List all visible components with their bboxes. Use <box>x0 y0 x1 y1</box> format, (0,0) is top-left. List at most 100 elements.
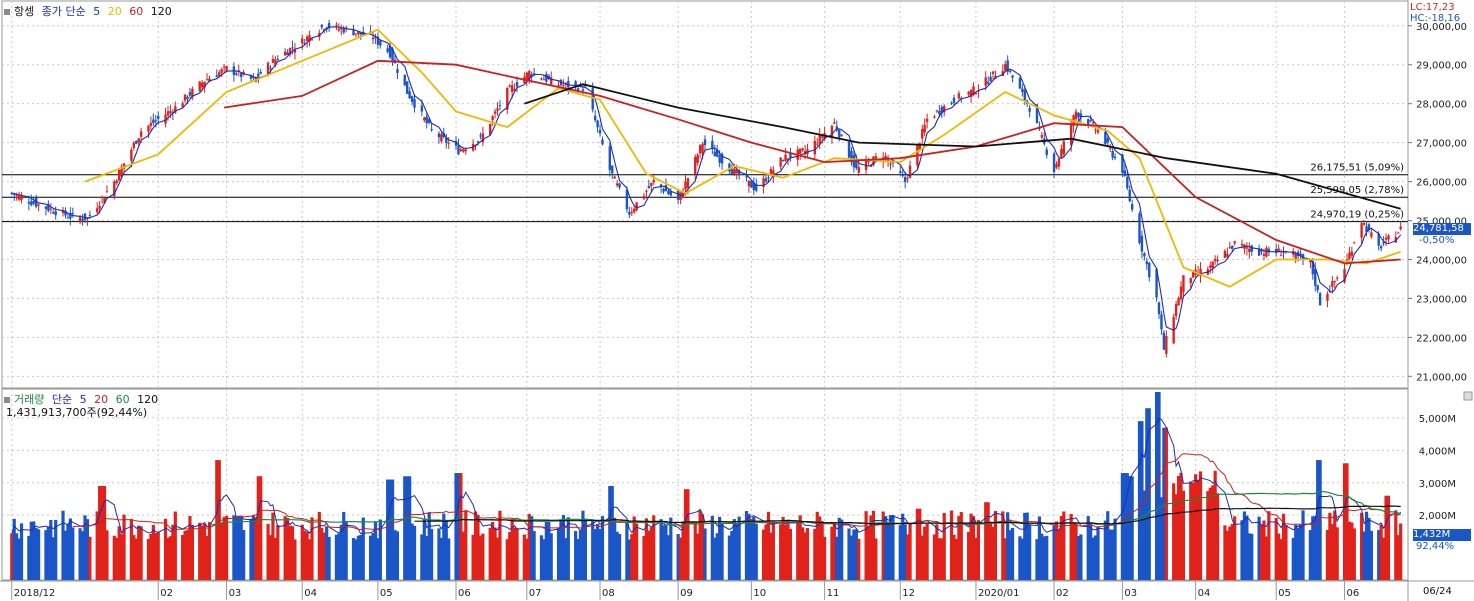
candle-body <box>183 94 187 101</box>
volume-bar <box>525 538 529 580</box>
volume-bar <box>1001 511 1005 580</box>
candle-body <box>188 92 192 96</box>
volume-bar <box>984 502 988 580</box>
candle-body <box>132 142 136 148</box>
volume-bar <box>154 533 158 580</box>
volume-bar <box>1028 524 1032 580</box>
x-tick-label: 07 <box>529 588 542 599</box>
volume-bar <box>339 524 343 580</box>
volume-bar <box>1301 510 1305 580</box>
volume-bar <box>1057 529 1061 580</box>
volume-bar <box>1196 479 1200 580</box>
candle-body <box>1052 153 1056 172</box>
volume-bar <box>1206 491 1210 580</box>
volume-bar <box>595 523 600 580</box>
volume-bar <box>442 513 446 580</box>
price-ma120-label: 120 <box>150 5 172 18</box>
volume-bar <box>95 511 99 580</box>
volume-ma120-line <box>414 505 1401 525</box>
candle-body <box>491 116 494 121</box>
candle-body <box>408 91 411 99</box>
candle-body <box>437 133 441 138</box>
candle-body <box>737 170 741 176</box>
volume-bar <box>798 515 802 580</box>
x-tick-label: 05 <box>1278 588 1291 599</box>
candle-body <box>1370 232 1373 237</box>
volume-bar <box>830 526 834 580</box>
volume-legend-marker <box>4 397 10 403</box>
volume-bar <box>627 539 631 580</box>
candle-body <box>1191 270 1195 278</box>
candle-body <box>27 202 31 204</box>
volume-bar <box>915 508 919 580</box>
volume-bar <box>390 479 395 580</box>
candle-body <box>374 36 377 39</box>
volume-bar <box>852 529 856 580</box>
volume-bar <box>232 515 236 580</box>
volume-bar <box>256 476 260 580</box>
candle-body <box>1023 90 1026 101</box>
volume-ma-label: 단순 <box>51 393 73 406</box>
volume-bar <box>698 510 702 580</box>
candle-body <box>376 36 380 45</box>
volume-bar <box>686 489 690 580</box>
volume-bar <box>439 537 443 580</box>
volume-bar <box>337 533 341 580</box>
volume-bar <box>720 523 724 580</box>
price-tick-label: 24,000,00 <box>1416 255 1467 266</box>
volume-bar <box>1259 524 1264 580</box>
candle-body <box>820 136 824 138</box>
candle-body <box>61 210 65 214</box>
candle-body <box>283 51 287 56</box>
candle-body <box>240 73 243 77</box>
volume-bar <box>1367 517 1371 580</box>
candle-body <box>508 85 511 88</box>
candle-body <box>608 146 612 170</box>
candle-body <box>198 81 201 91</box>
candle-body <box>1226 253 1229 257</box>
candle-body <box>779 157 782 167</box>
volume-bar <box>642 535 646 580</box>
volume-bar <box>1147 408 1151 580</box>
ma5-line <box>11 26 1402 331</box>
candle-body <box>510 85 514 93</box>
candle-body <box>1353 242 1356 244</box>
candle-body <box>564 82 568 84</box>
candle-body <box>257 73 260 77</box>
candle-body <box>613 176 616 179</box>
candle-body <box>1006 60 1009 72</box>
volume-bar <box>532 531 536 580</box>
volume-bar <box>617 534 622 580</box>
candle-body <box>513 88 516 91</box>
volume-tick-label: 2,000M <box>1419 511 1456 522</box>
volume-bar <box>361 517 365 580</box>
candle-body <box>1316 285 1319 291</box>
candle-body <box>98 205 101 209</box>
volume-bar <box>1191 482 1195 580</box>
candle-body <box>686 178 690 188</box>
volume-bar <box>1198 471 1203 580</box>
volume-bar <box>224 515 229 580</box>
volume-bar <box>215 460 219 580</box>
volume-bar <box>1384 495 1388 580</box>
volume-bar <box>1052 525 1056 580</box>
volume-bar <box>1208 487 1212 580</box>
volume-bar <box>847 528 851 580</box>
candle-body <box>1111 151 1114 158</box>
volume-bar <box>664 524 668 580</box>
candle-body <box>676 190 680 200</box>
volume-bar <box>137 525 141 580</box>
volume-bar <box>71 527 75 580</box>
candle-body <box>191 88 194 98</box>
candle-body <box>886 159 890 161</box>
volume-bar <box>171 524 175 580</box>
candle-body <box>1079 113 1083 118</box>
price-tick-label: 28,000,00 <box>1416 100 1467 111</box>
x-tick-label: 06 <box>1347 588 1360 599</box>
candle-body <box>889 163 892 165</box>
volume-bar <box>105 530 109 580</box>
volume-bar <box>251 515 256 580</box>
volume-bar <box>1130 476 1134 580</box>
volume-bar <box>881 511 885 580</box>
volume-bar <box>991 526 995 580</box>
